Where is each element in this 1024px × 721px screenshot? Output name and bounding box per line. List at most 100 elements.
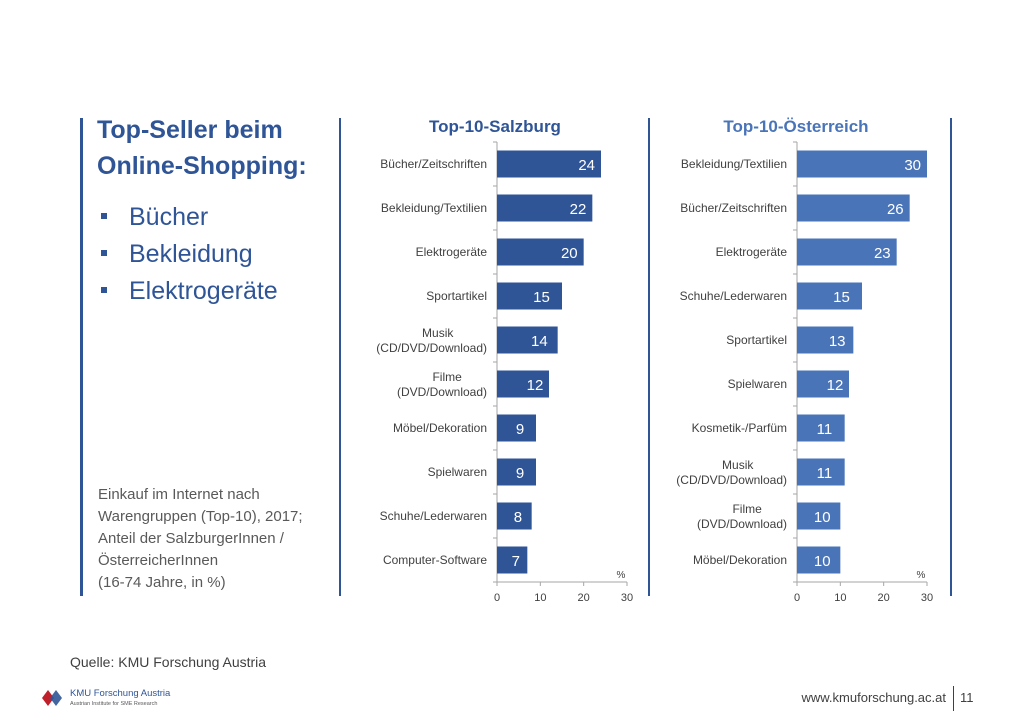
bar	[497, 282, 562, 310]
data-label: 9	[516, 465, 524, 482]
data-label: 15	[833, 289, 850, 306]
footer-divider	[953, 686, 954, 711]
data-label: 13	[829, 333, 846, 350]
category-label: Möbel/Dekoration	[693, 553, 787, 567]
slide-title-line-2: Online-Shopping:	[97, 152, 307, 180]
data-label: 20	[561, 245, 578, 262]
category-label: Bücher/Zeitschriften	[680, 201, 787, 215]
data-label: 11	[817, 465, 833, 482]
bar	[797, 502, 841, 530]
data-label: 12	[527, 377, 544, 394]
category-label: Kosmetik-/Parfüm	[692, 421, 787, 435]
bar	[497, 458, 536, 486]
note-line: Anteil der SalzburgerInnen /	[98, 530, 284, 547]
category-label: Möbel/Dekoration	[393, 421, 487, 435]
kmu-logo: KMU Forschung Austria Austrian Institute…	[42, 688, 171, 707]
note-line: (16-74 Jahre, in %)	[98, 574, 226, 591]
bar	[497, 150, 601, 178]
bullet-square-icon	[101, 250, 107, 257]
bar	[797, 546, 841, 574]
note-line: ÖsterreicherInnen	[98, 552, 219, 569]
bullet-item: Elektrogeräte	[98, 273, 278, 310]
data-label: 8	[514, 509, 522, 526]
data-label: 26	[887, 201, 904, 218]
category-label: Bücher/Zeitschriften	[380, 157, 487, 171]
category-label: Spielwaren	[728, 377, 787, 391]
bullet-item: Bekleidung	[98, 236, 278, 273]
left-accent-line	[80, 118, 83, 596]
data-label: 10	[814, 509, 831, 526]
x-tick-label: 0	[794, 592, 800, 604]
data-label: 7	[512, 553, 520, 570]
data-label: 23	[874, 245, 891, 262]
chart-divider-left	[339, 118, 341, 596]
unit-label: %	[917, 570, 926, 581]
bullet-text: Bekleidung	[129, 240, 253, 268]
footer-url[interactable]: www.kmuforschung.ac.at	[801, 690, 946, 705]
bullet-text: Elektrogeräte	[129, 277, 278, 305]
note-line: Einkauf im Internet nach	[98, 486, 260, 503]
bar	[497, 502, 532, 530]
bar	[797, 370, 849, 398]
bar	[797, 150, 927, 178]
slide-title: Top-Seller beim Online-Shopping:	[97, 112, 307, 184]
category-label: Schuhe/Lederwaren	[380, 509, 487, 523]
bar	[497, 370, 549, 398]
logo-subtitle: Austrian Institute for SME Research	[70, 701, 157, 707]
bar	[797, 458, 845, 486]
chart-title: Top-10-Österreich	[723, 117, 868, 136]
bar	[797, 326, 854, 354]
bar	[497, 194, 593, 222]
bar	[497, 414, 536, 442]
bullet-square-icon	[101, 213, 107, 220]
x-tick-label: 10	[534, 592, 546, 604]
source-note: Quelle: KMU Forschung Austria	[70, 654, 267, 670]
data-label: 24	[578, 157, 595, 174]
category-label: Elektrogeräte	[716, 245, 788, 259]
bar	[797, 194, 910, 222]
bar	[797, 282, 862, 310]
chart-divider-right	[950, 118, 952, 596]
unit-label: %	[617, 570, 626, 581]
category-label: Sportartikel	[426, 289, 487, 303]
x-tick-label: 0	[494, 592, 500, 604]
bullet-text: Bücher	[129, 203, 209, 231]
kmu-logo-mark-icon	[42, 690, 62, 706]
x-tick-label: 10	[834, 592, 846, 604]
x-tick-label: 20	[878, 592, 890, 604]
category-label: Filme (DVD/Download)	[697, 502, 787, 531]
bullet-list: Bücher Bekleidung Elektrogeräte	[98, 199, 278, 310]
chart-divider-middle	[648, 118, 650, 596]
x-tick-label: 20	[578, 592, 590, 604]
data-label: 30	[904, 157, 921, 174]
chart-title: Top-10-Salzburg	[429, 117, 561, 136]
data-label: 14	[531, 333, 548, 350]
category-label: Filme (DVD/Download)	[397, 370, 487, 399]
category-label: Spielwaren	[428, 465, 487, 479]
bullet-square-icon	[101, 287, 107, 294]
category-label: Computer-Software	[383, 553, 487, 567]
category-label: Bekleidung/Textilien	[381, 201, 487, 215]
data-label: 10	[814, 553, 831, 570]
data-label: 22	[570, 201, 587, 218]
bar	[497, 326, 558, 354]
page-number: 11	[960, 690, 974, 705]
note-line: Warengruppen (Top-10), 2017;	[98, 508, 303, 525]
bullet-item: Bücher	[98, 199, 278, 236]
bar	[797, 238, 897, 266]
category-label: Elektrogeräte	[416, 245, 488, 259]
data-label: 12	[827, 377, 844, 394]
x-tick-label: 30	[921, 592, 933, 604]
chart-description: Einkauf im Internet nach Warengruppen (T…	[98, 484, 303, 594]
bar	[797, 414, 845, 442]
data-label: 15	[533, 289, 550, 306]
category-label: Musik (CD/DVD/Download)	[376, 326, 487, 355]
category-label: Musik (CD/DVD/Download)	[676, 458, 787, 487]
bar	[497, 546, 528, 574]
data-label: 11	[817, 421, 833, 438]
logo-name: KMU Forschung Austria	[70, 688, 171, 699]
category-label: Sportartikel	[726, 333, 787, 347]
x-tick-label: 30	[621, 592, 633, 604]
data-label: 9	[516, 421, 524, 438]
